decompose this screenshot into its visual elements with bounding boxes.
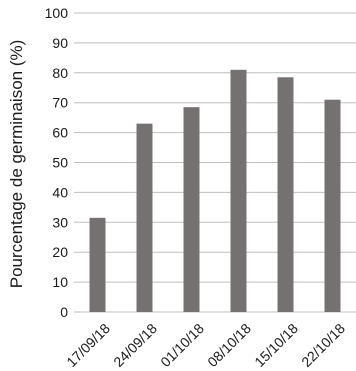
y-tick-label: 20 <box>52 244 68 260</box>
y-tick-label: 70 <box>52 95 68 111</box>
x-tick-label: 22/10/18 <box>298 320 348 370</box>
bar <box>183 107 200 312</box>
y-tick-label: 90 <box>52 35 68 51</box>
x-tick-label: 01/10/18 <box>157 320 207 370</box>
bar <box>136 123 153 312</box>
y-axis-tick-labels: 0 10 20 30 40 50 60 70 80 90 100 <box>45 5 69 320</box>
y-tick-label: 10 <box>52 274 68 290</box>
y-tick-label: 30 <box>52 214 68 230</box>
x-axis-tick-labels: 17/09/1824/09/1801/10/1808/10/1815/10/18… <box>63 320 348 370</box>
x-tick-label: 08/10/18 <box>204 320 254 370</box>
bar <box>89 217 106 312</box>
y-tick-label: 60 <box>52 125 68 141</box>
x-tick-label: 17/09/18 <box>63 320 113 370</box>
bar <box>230 69 247 312</box>
y-tick-label: 40 <box>52 184 68 200</box>
x-tick-label: 15/10/18 <box>251 320 301 370</box>
bars <box>89 69 341 313</box>
gridlines <box>74 12 356 313</box>
y-tick-label: 80 <box>52 65 68 81</box>
y-tick-label: 0 <box>60 304 68 320</box>
x-tick-label: 24/09/18 <box>110 320 160 370</box>
y-axis-label: Pourcentage de germinaison (%) <box>7 40 26 289</box>
bar <box>277 77 294 312</box>
bar <box>324 99 341 313</box>
y-tick-label: 50 <box>52 155 68 171</box>
y-tick-label: 100 <box>45 5 69 21</box>
